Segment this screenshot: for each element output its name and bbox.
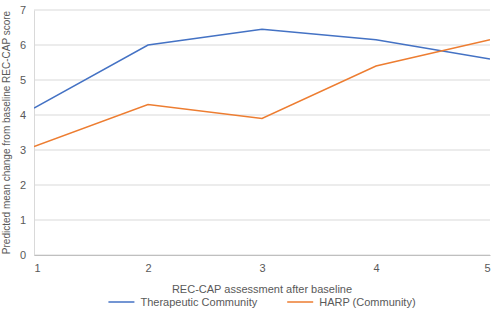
grid-line [34, 255, 490, 256]
y-tick-label: 7 [20, 4, 26, 16]
y-tick-label: 1 [20, 214, 26, 226]
y-tick-label: 4 [20, 109, 26, 121]
x-tick: 1 [35, 255, 41, 274]
y-tick: 3 [20, 144, 34, 156]
x-axis: 1 2 3 4 5 [35, 255, 491, 274]
legend-item: Therapeutic Community [108, 296, 257, 308]
grid-line [34, 150, 490, 151]
plot-area [34, 29, 490, 146]
x-tick: 3 [259, 255, 265, 274]
series-line [34, 29, 490, 108]
y-tick: 6 [20, 39, 34, 51]
x-tick: 4 [373, 255, 379, 274]
legend: Therapeutic Community HARP (Community) [108, 296, 415, 308]
grid-line [34, 10, 490, 11]
x-axis-line [35, 255, 491, 256]
y-tick: 7 [20, 4, 34, 16]
x-tick-label: 4 [373, 262, 379, 274]
x-axis-title: REC-CAP assessment after baseline [172, 283, 352, 295]
grid-line [34, 185, 490, 186]
y-tick: 4 [20, 109, 34, 121]
x-tick-label: 2 [145, 262, 151, 274]
y-tick: 2 [20, 179, 34, 191]
y-tick-label: 5 [20, 74, 26, 86]
legend-item: HARP (Community) [287, 296, 415, 308]
x-tick-label: 1 [35, 262, 41, 274]
y-tick-label: 3 [20, 144, 26, 156]
y-axis-line [34, 11, 35, 256]
legend-label: Therapeutic Community [140, 296, 257, 308]
grid [34, 10, 490, 255]
y-tick: 0 [20, 249, 34, 261]
y-tick-label: 2 [20, 179, 26, 191]
chart: 0123456712345REC-CAP assessment after ba… [0, 0, 500, 311]
x-tick-label: 5 [484, 262, 490, 274]
x-tick: 2 [145, 255, 151, 274]
grid-line [34, 80, 490, 81]
y-tick: 1 [20, 214, 34, 226]
y-tick-label: 6 [20, 39, 26, 51]
grid-line [34, 220, 490, 221]
x-tick: 5 [484, 255, 490, 274]
grid-line [34, 45, 490, 46]
grid-line [34, 115, 490, 116]
y-tick: 5 [20, 74, 34, 86]
legend-swatch [287, 301, 313, 303]
series-line [34, 40, 490, 147]
y-axis: 0 1 2 3 4 5 6 7 [20, 4, 35, 261]
legend-label: HARP (Community) [319, 296, 415, 308]
y-axis-title: Predicted mean change from baseline REC-… [1, 10, 12, 254]
y-tick-label: 0 [20, 249, 26, 261]
x-tick-label: 3 [259, 262, 265, 274]
legend-swatch [108, 301, 134, 303]
